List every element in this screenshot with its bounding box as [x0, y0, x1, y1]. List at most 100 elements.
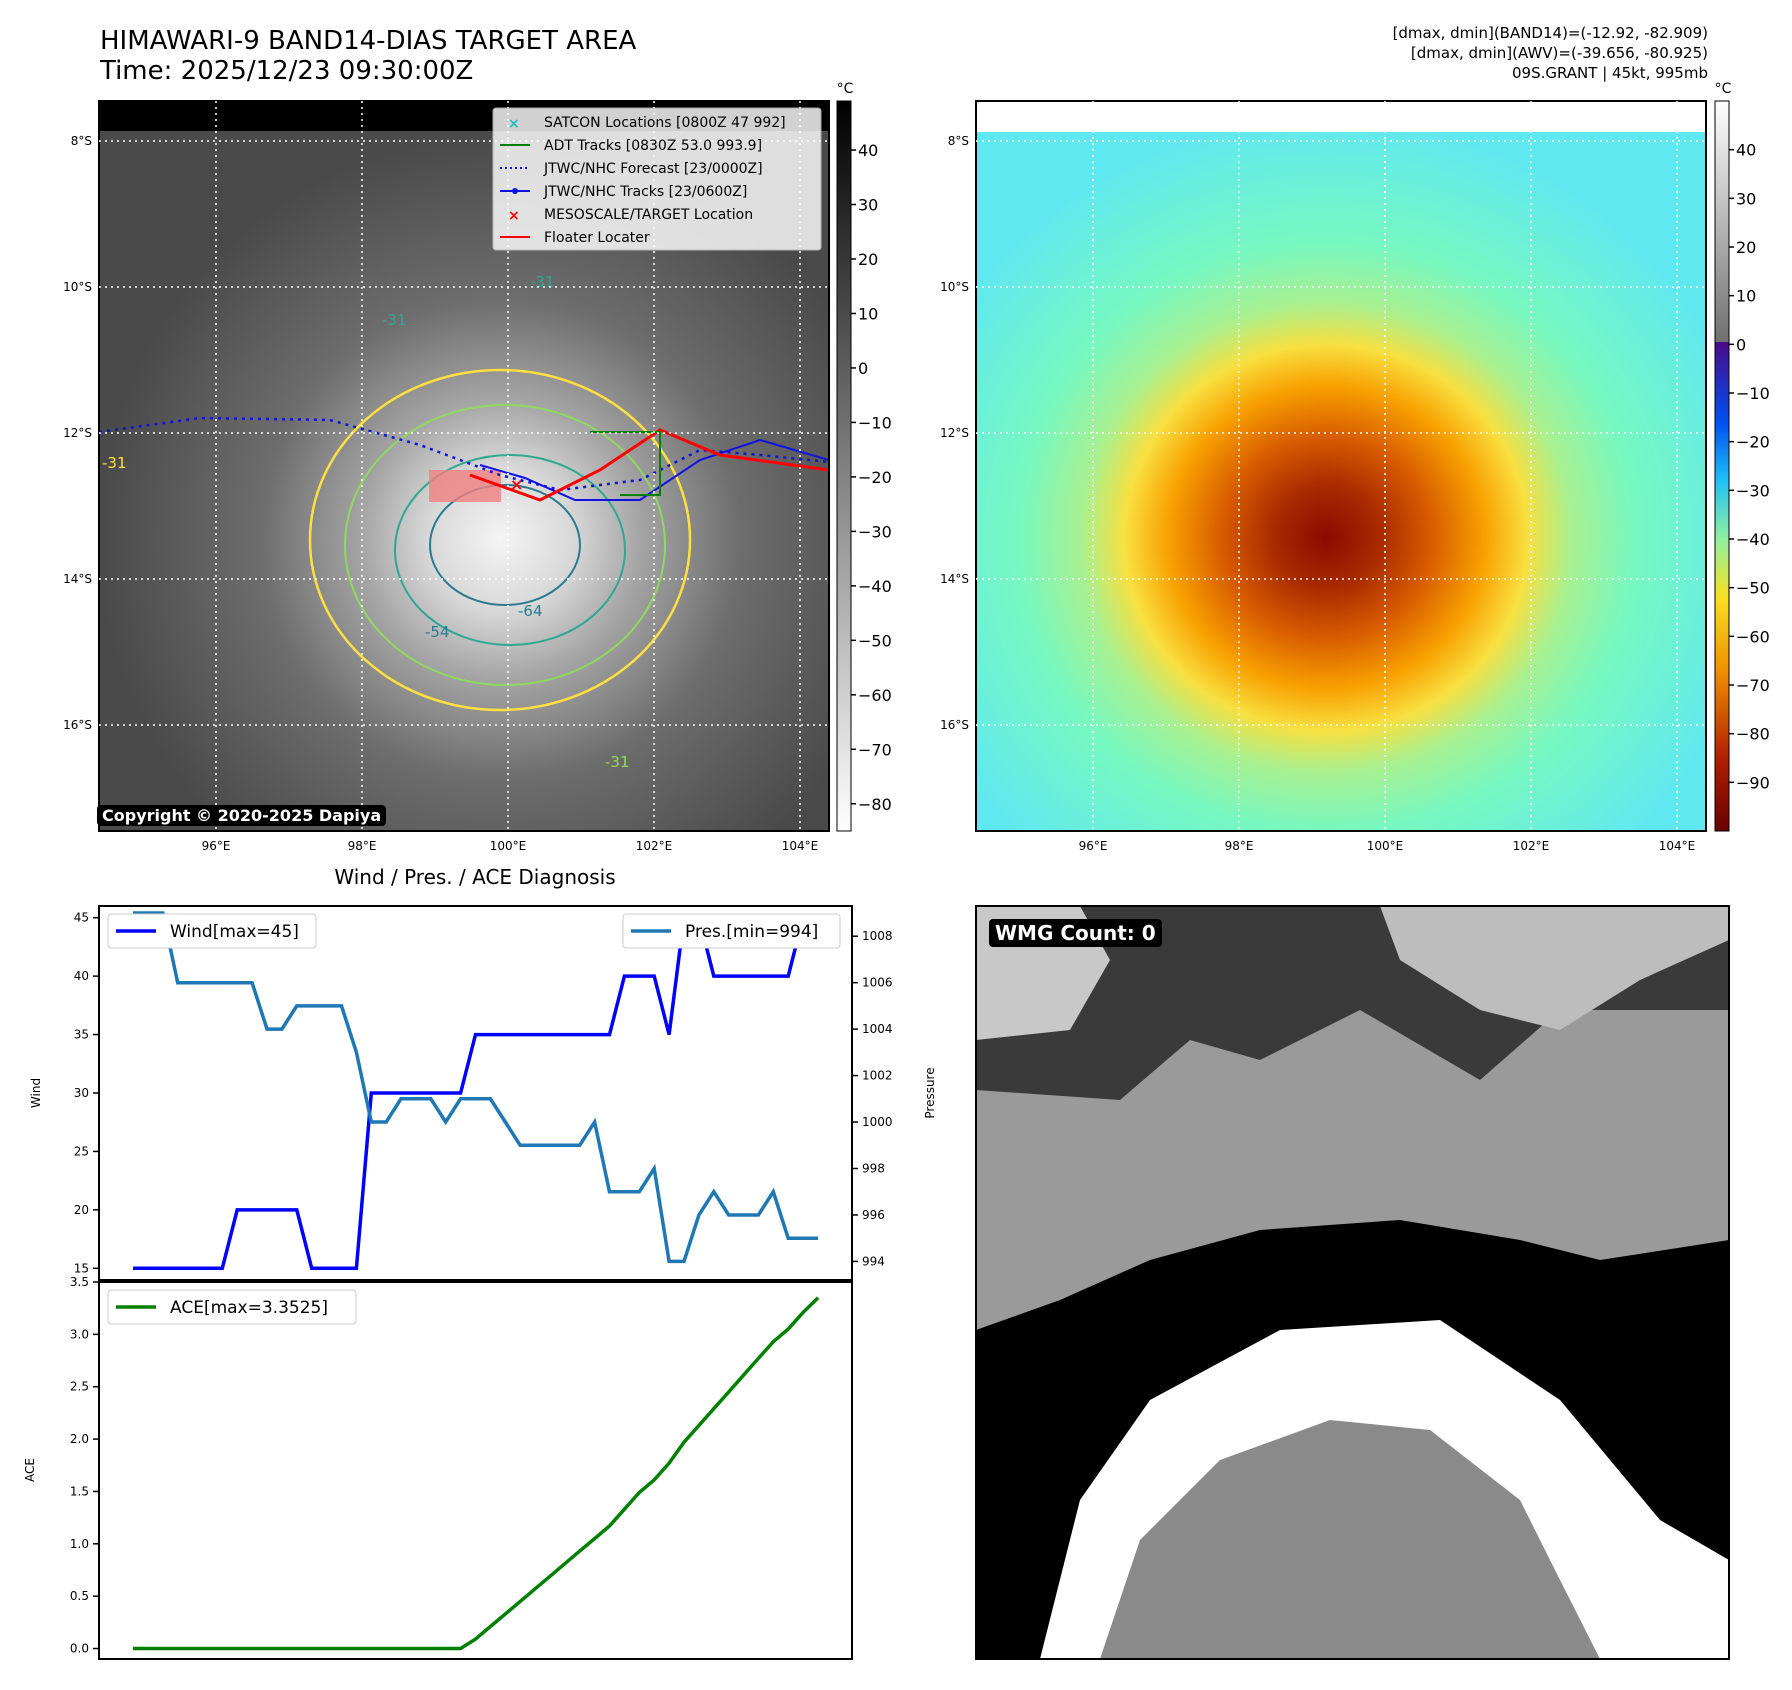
svg-text:16°S: 16°S	[63, 718, 92, 732]
ace-y-tick-label: 1.0	[70, 1537, 89, 1551]
colorbar-1-tick-label: −30	[858, 522, 892, 541]
ace-y-tick-label: 2.5	[70, 1380, 89, 1394]
wind-y-tick-label: 20	[74, 1203, 89, 1217]
svg-text:16°S: 16°S	[940, 718, 969, 732]
floater-locater-line	[469, 428, 829, 502]
svg-text:8°S: 8°S	[948, 134, 969, 148]
contour-mid	[344, 404, 666, 686]
jtwc-forecast-line	[99, 416, 829, 492]
wind-legend-label: Wind[max=45]	[170, 922, 299, 942]
contour-core	[429, 484, 581, 606]
colorbar-2-tick-label: 40	[1736, 141, 1756, 160]
colorbar-1-tick-label: −40	[858, 577, 892, 596]
colorbar-1-tick-label: −80	[858, 795, 892, 814]
map2-grid	[976, 101, 1706, 831]
colorbar-1-tick-label: −70	[858, 740, 892, 759]
pressure-y-tick-label: 996	[862, 1208, 885, 1222]
contour-label-3: -31	[530, 273, 555, 291]
pressure-y-tick-label: 998	[862, 1161, 885, 1175]
wmg-count-badge: WMG Count: 0	[989, 919, 1162, 947]
contour-label-5: -54	[425, 623, 450, 641]
colorbar-2-tick-label: −20	[1736, 433, 1770, 452]
pressure-axis-label: Pressure	[923, 1067, 937, 1118]
contour-outer	[308, 368, 692, 712]
wind-y-tick-label: 30	[74, 1086, 89, 1100]
pressure-series-line	[133, 911, 818, 1264]
colorbar-2-tick-label: 30	[1736, 189, 1756, 208]
svg-text:14°S: 14°S	[63, 572, 92, 586]
wind-y-tick-label: 25	[74, 1144, 89, 1158]
wmg-frame	[975, 905, 1730, 1660]
target-location-marker: ×	[510, 475, 523, 494]
wmg-panel	[975, 905, 1730, 1660]
colorbar-1-tick-label: −10	[858, 413, 892, 432]
svg-text:98°E: 98°E	[1225, 839, 1254, 853]
pressure-y-tick-label: 1000	[862, 1115, 893, 1129]
contour-label-4: -31	[605, 753, 630, 771]
pressure-y-tick-label: 1002	[862, 1069, 893, 1083]
pressure-legend-box	[622, 913, 841, 949]
figure-time: Time: 2025/12/23 09:30:00Z	[100, 56, 474, 86]
contour-inner	[394, 454, 626, 646]
colorbar-2-unit: °C	[1715, 81, 1732, 97]
colorbar-2-ticks: 40 30 20 10 0 −10 −20 −30 −40 −50 −60 −70 −80 −90	[1729, 141, 1770, 792]
colorbar-2	[1714, 100, 1730, 832]
temp-imagery	[976, 132, 1706, 831]
colorbar-2-tick-label: 10	[1736, 287, 1756, 306]
wind-y-tick-label: 15	[74, 1261, 89, 1275]
legend-target-marker: ×	[508, 208, 520, 224]
info-line-2: [dmax, dmin](AWV)=(-39.656, -80.925)	[1410, 44, 1708, 62]
wmg-light-right	[1380, 906, 1729, 1030]
colorbar-1-unit: °C	[837, 81, 854, 97]
svg-text:98°E: 98°E	[348, 839, 377, 853]
svg-text:96°E: 96°E	[1079, 839, 1108, 853]
colorbar-1-tick-label: 30	[858, 196, 878, 215]
colorbar-1-tick-label: 40	[858, 141, 878, 160]
pressure-y-tick-label: 1008	[862, 929, 893, 943]
wmg-gray-core	[1100, 1420, 1600, 1659]
ir-map-frame	[98, 100, 830, 832]
map1-legend: × × SATCON Locations [0800Z 47 992] ADT …	[492, 107, 822, 251]
svg-text:100°E: 100°E	[490, 839, 527, 853]
pressure-legend-label: Pres.[min=994]	[685, 922, 818, 942]
colorbar-2-tick-label: −80	[1736, 725, 1770, 744]
adt-track-line	[590, 431, 661, 496]
svg-text:10°S: 10°S	[63, 280, 92, 294]
ace-chart: 0.0 0.5 1.0 1.5 2.0 2.5 3.0 3.5 ACE ACE[max=3.3…	[23, 1275, 853, 1660]
info-line-1: [dmax, dmin](BAND14)=(-12.92, -82.909)	[1392, 24, 1708, 42]
legend-satcon-marker: ×	[508, 116, 520, 132]
ace-y-tick-label: 2.0	[70, 1432, 89, 1446]
legend-label-target: MESOSCALE/TARGET Location	[544, 207, 753, 223]
wind-y-tick-label: 40	[74, 969, 89, 983]
svg-text:100°E: 100°E	[1367, 839, 1404, 853]
svg-text:104°E: 104°E	[1659, 839, 1696, 853]
colorbar-2-tick-label: −60	[1736, 627, 1770, 646]
map1-lon-labels: 96°E 98°E 100°E 102°E 104°E	[202, 839, 819, 853]
colorbar-2-tick-label: −70	[1736, 676, 1770, 695]
map2-lat-labels: 8°S 10°S 12°S 14°S 16°S	[940, 134, 969, 732]
svg-text:14°S: 14°S	[940, 572, 969, 586]
wind-y-tick-label: 45	[74, 911, 89, 925]
colorbar-2-tick-label: −50	[1736, 579, 1770, 598]
colorbar-2-tick-label: −40	[1736, 530, 1770, 549]
legend-label-floater: Floater Locater	[544, 230, 650, 246]
ace-legend-box	[107, 1289, 357, 1325]
colorbar-2-tick-label: −30	[1736, 481, 1770, 500]
legend-label-track: JTWC/NHC Tracks [23/0600Z]	[543, 184, 747, 200]
svg-text:102°E: 102°E	[636, 839, 673, 853]
ace-legend-label: ACE[max=3.3525]	[170, 1298, 328, 1318]
pressure-y-tick-label: 1006	[862, 976, 893, 990]
map1-lat-labels: 8°S 10°S 12°S 14°S 16°S	[63, 134, 92, 732]
ace-y-tick-label: 3.0	[70, 1327, 89, 1341]
colorbar-1	[836, 100, 852, 832]
info-line-3: 09S.GRANT | 45kt, 995mb	[1511, 64, 1708, 82]
colorbar-2-tick-label: −10	[1736, 384, 1770, 403]
svg-text:8°S: 8°S	[71, 134, 92, 148]
colorbar-2-tick-label: 0	[1736, 335, 1746, 354]
svg-text:12°S: 12°S	[63, 426, 92, 440]
ace-axis-label: ACE	[23, 1458, 37, 1482]
ace-y-tick-label: 0.5	[70, 1589, 89, 1603]
contour-label-6: -64	[518, 602, 543, 620]
legend-label-forecast: JTWC/NHC Forecast [23/0000Z]	[543, 161, 763, 177]
